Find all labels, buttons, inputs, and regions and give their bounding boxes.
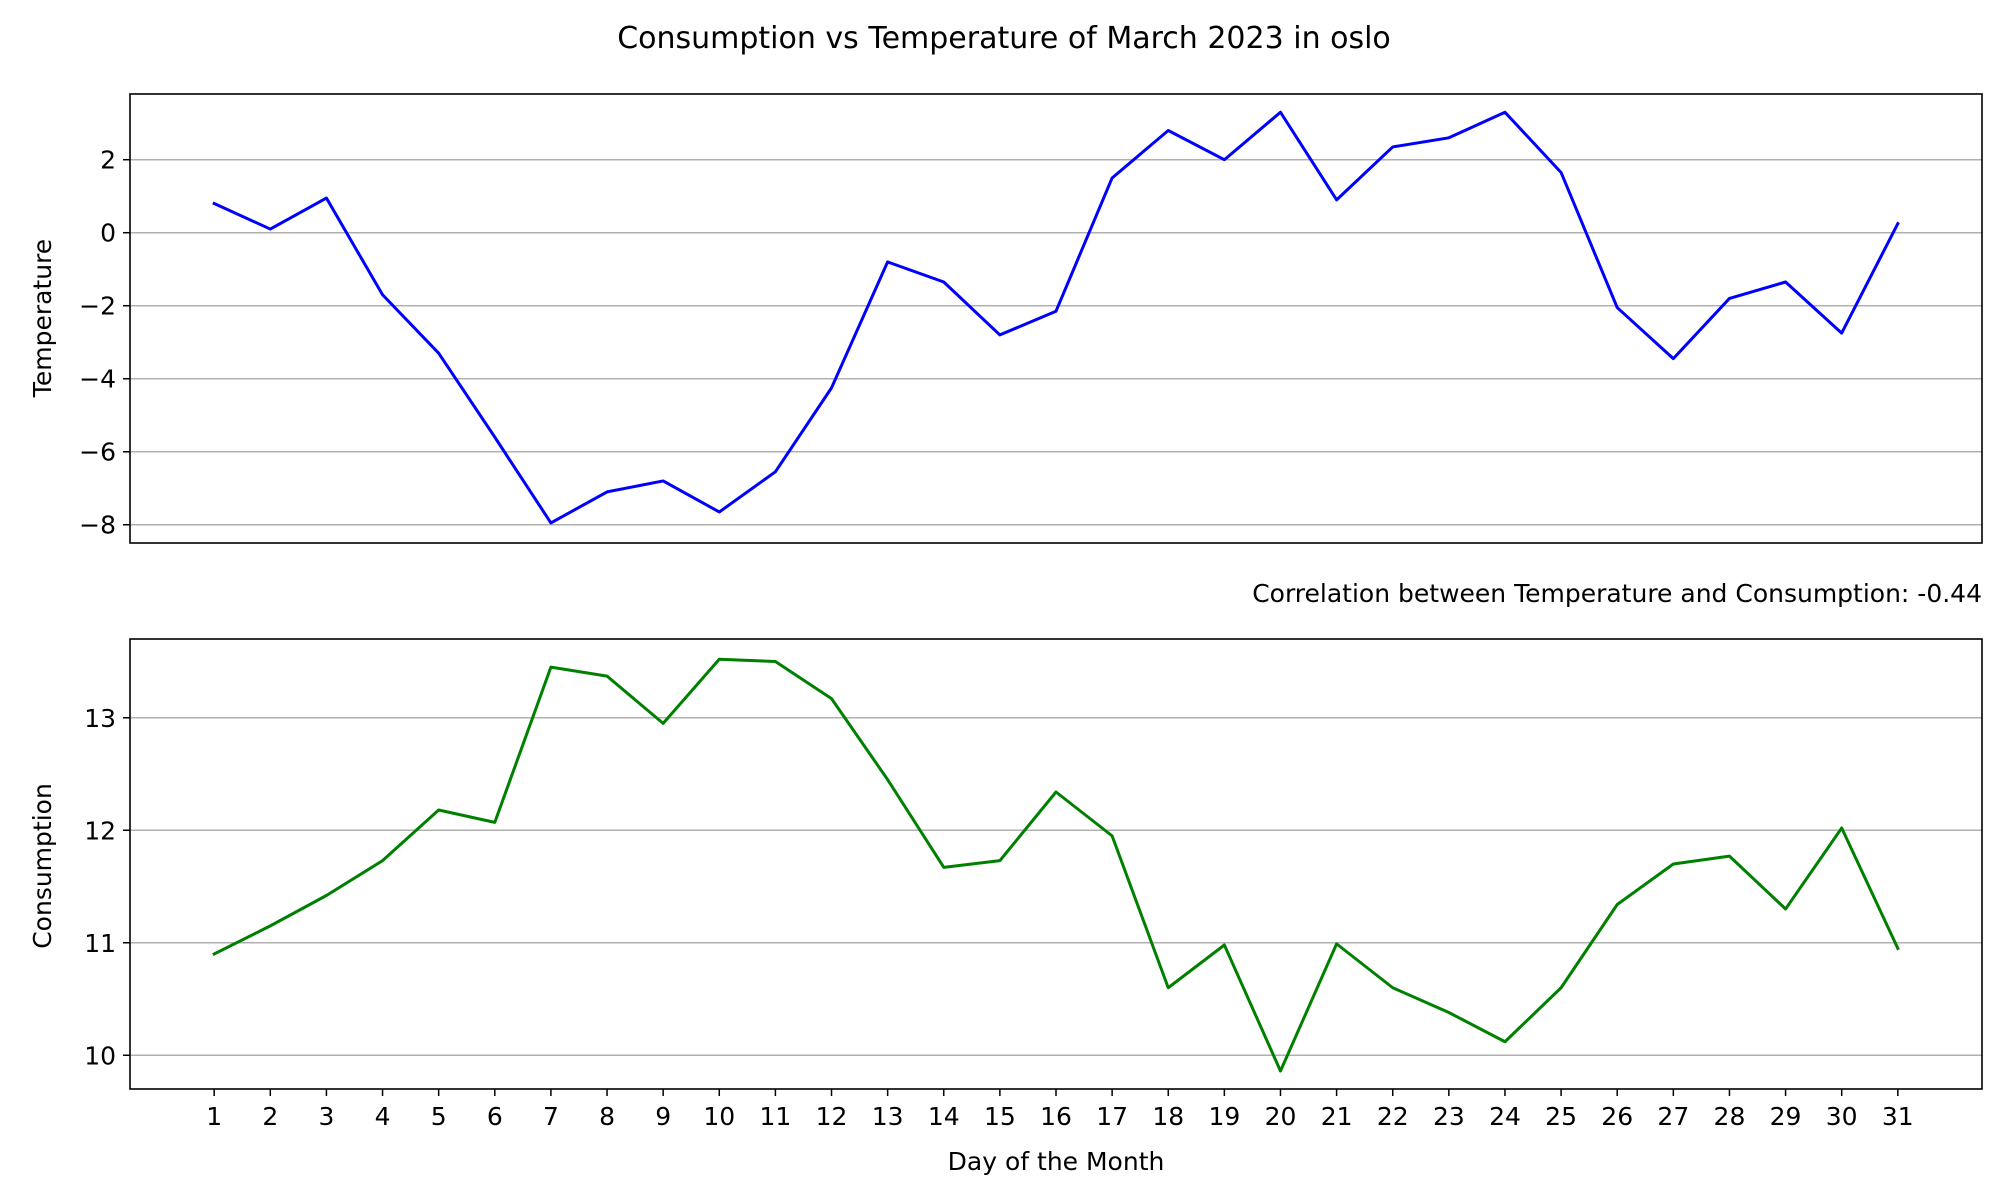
x-tick-label: 30 [1826, 1102, 1858, 1131]
consumption-y-tick-label: 12 [84, 816, 116, 845]
x-tick-label: 2 [262, 1102, 278, 1131]
x-tick-label: 16 [1040, 1102, 1072, 1131]
temperature-y-tick-label: −4 [79, 365, 116, 394]
x-tick-label: 22 [1377, 1102, 1409, 1131]
temperature-gridlines [130, 158, 1982, 526]
temperature-y-tick-label: −2 [79, 292, 116, 321]
temperature-y-tick-label: −8 [79, 511, 116, 540]
temperature-axes-frame [129, 93, 1983, 544]
x-tick-label: 29 [1770, 1102, 1802, 1131]
x-tick-label: 4 [375, 1102, 391, 1131]
consumption-y-ticks: 10 11 12 13 [84, 704, 130, 1070]
temperature-series [212, 110, 1900, 525]
x-tick-label: 31 [1882, 1102, 1914, 1131]
x-tick-label: 1 [206, 1102, 222, 1131]
temperature-y-axis-label: Temperature [28, 239, 57, 398]
x-tick-label: 23 [1433, 1102, 1465, 1131]
temperature-y-tick-label: −6 [79, 438, 116, 467]
consumption-gridlines [130, 717, 1982, 1056]
temperature-line [212, 110, 1900, 525]
temperature-y-tick-label: 0 [100, 219, 116, 248]
x-tick-label: 20 [1265, 1102, 1297, 1131]
x-tick-label: 21 [1321, 1102, 1353, 1131]
x-tick-label: 9 [655, 1102, 671, 1131]
x-tick-label: 28 [1714, 1102, 1746, 1131]
x-tick-label: 10 [703, 1102, 735, 1131]
x-tick-label: 12 [816, 1102, 848, 1131]
consumption-y-tick-label: 13 [84, 704, 116, 733]
x-tick-label: 24 [1489, 1102, 1521, 1131]
x-tick-label: 25 [1545, 1102, 1577, 1131]
x-tick-label: 6 [487, 1102, 503, 1131]
x-tick-label: 3 [318, 1102, 334, 1131]
consumption-y-tick-label: 10 [84, 1041, 116, 1070]
x-tick-label: 5 [431, 1102, 447, 1131]
x-tick-label: 15 [984, 1102, 1016, 1131]
x-tick-label: 7 [543, 1102, 559, 1131]
x-tick-label: 19 [1208, 1102, 1240, 1131]
x-tick-label: 11 [759, 1102, 791, 1131]
x-tick-label: 26 [1601, 1102, 1633, 1131]
temperature-y-tick-label: 2 [100, 146, 116, 175]
x-tick-label: 14 [928, 1102, 960, 1131]
correlation-annotation: Correlation between Temperature and Cons… [1252, 579, 1982, 608]
x-tick-label: 8 [599, 1102, 615, 1131]
consumption-series [212, 657, 1900, 1073]
temperature-panel: −8 −6 −4 −2 0 2 Temperature [28, 93, 1983, 544]
consumption-line [212, 657, 1900, 1073]
chart-title: Consumption vs Temperature of March 2023… [617, 21, 1391, 56]
x-tick-label: 17 [1096, 1102, 1128, 1131]
x-tick-label: 18 [1152, 1102, 1184, 1131]
x-tick-label: 13 [872, 1102, 904, 1131]
temperature-y-ticks: −8 −6 −4 −2 0 2 [79, 146, 130, 540]
x-axis-ticks: 1 2 3 4 5 6 7 8 9 10 11 12 13 14 15 16 17 18 19 20 21 22 23 24 2… [206, 1089, 1914, 1131]
x-axis-label: Day of the Month [948, 1147, 1165, 1176]
x-tick-label: 27 [1657, 1102, 1689, 1131]
consumption-y-tick-label: 11 [84, 929, 116, 958]
consumption-y-axis-label: Consumption [28, 783, 57, 949]
